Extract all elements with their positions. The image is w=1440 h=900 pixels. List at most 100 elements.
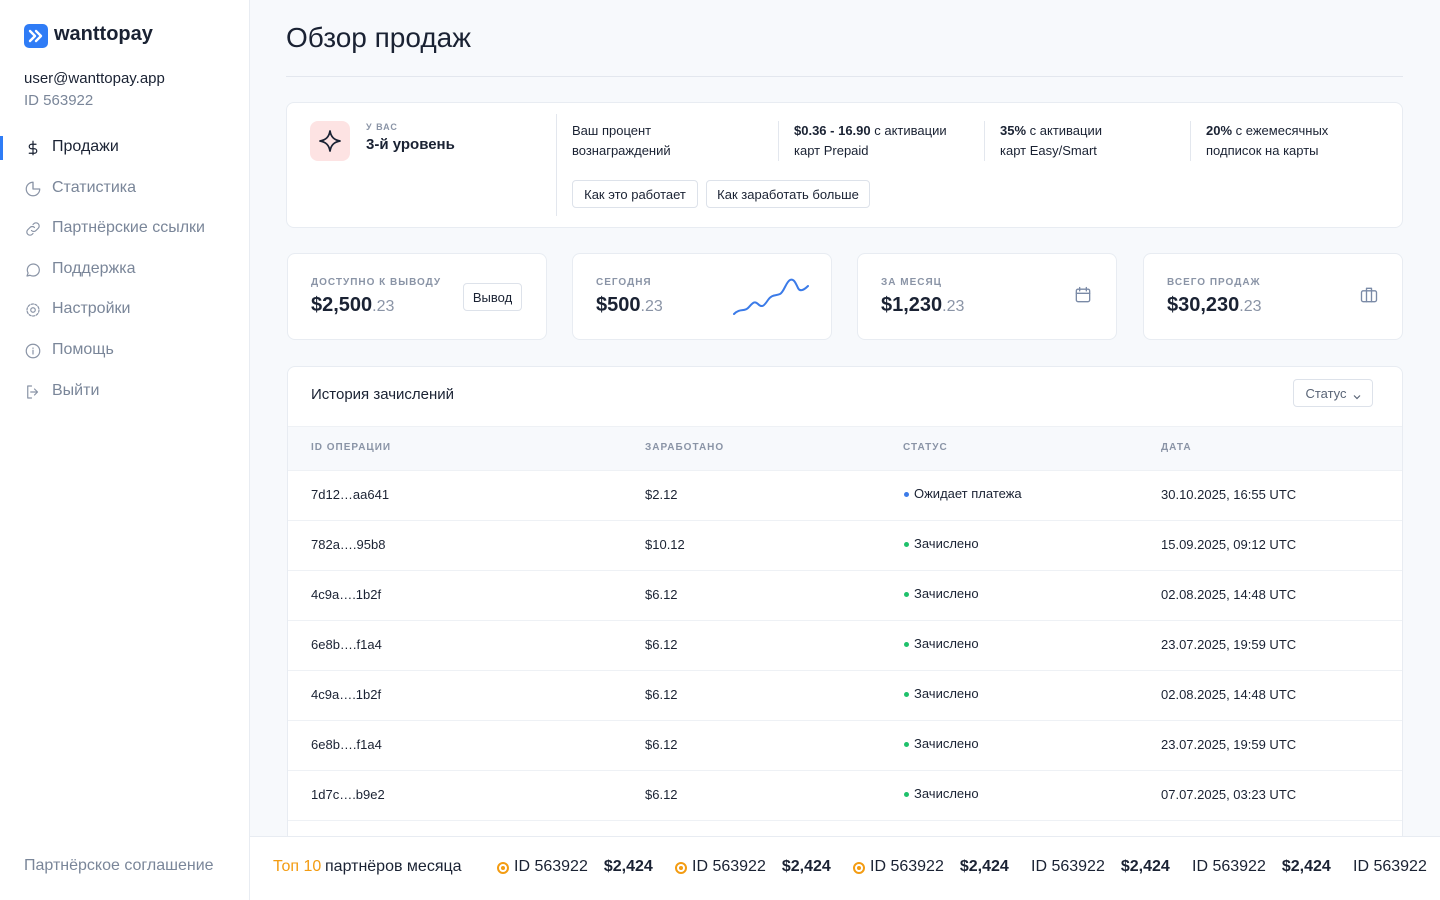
level-value: 3-й уровень — [366, 136, 455, 153]
v-divider — [556, 114, 557, 216]
ticker-entry: ID 563922 $2,424 — [497, 858, 653, 876]
divider — [286, 76, 1403, 77]
footer-link[interactable]: Партнёрское соглашение — [24, 857, 214, 874]
user-id: ID 563922 — [24, 92, 94, 109]
stat-label: СЕГОДНЯ — [596, 277, 652, 288]
stat-cents: .23 — [942, 298, 965, 315]
op-id: 6e8b….f1a4 — [311, 637, 382, 652]
info-button[interactable]: Как заработать больше — [706, 180, 870, 208]
reward-amount: 35% — [1000, 123, 1027, 138]
op-id: 7d12…aa641 — [311, 487, 390, 502]
level-icon — [310, 121, 350, 161]
stat-card — [1143, 253, 1403, 340]
date: 30.10.2025, 16:55 UTC — [1161, 487, 1297, 502]
nav-icon — [24, 342, 42, 360]
row-border — [288, 720, 1402, 721]
reward-amount: $0.36 - 16.90 — [794, 123, 871, 138]
chevron — [1353, 389, 1361, 400]
row-border — [288, 520, 1402, 521]
page-title: Обзор продаж — [286, 22, 471, 53]
status-dot — [904, 542, 909, 547]
ticker-amount: $2,424 — [603, 858, 653, 875]
stat-amount: $2,500.23 — [311, 294, 394, 317]
nav-icon — [24, 180, 42, 198]
op-id: 782a….95b8 — [311, 537, 386, 552]
rewards-intro: Ваш процент вознаграждений — [572, 123, 671, 158]
nav-item[interactable]: Партнёрские ссылки — [52, 219, 205, 237]
status: Зачислено — [914, 586, 979, 601]
nav-active-bar — [0, 136, 3, 160]
v-divider — [1190, 121, 1191, 161]
date: 07.07.2025, 03:23 UTC — [1161, 787, 1297, 802]
nav-icon — [24, 220, 42, 238]
column-header: СТАТУС — [903, 442, 948, 453]
reward: 35% с активации карт Easy/Smart — [1000, 121, 1130, 161]
sidebar — [0, 0, 250, 900]
stat-icon — [1359, 285, 1379, 305]
ticker-bar — [250, 836, 1440, 900]
nav-icon — [24, 139, 42, 157]
status-dot — [904, 792, 909, 797]
row-border — [288, 820, 1402, 821]
stat-label: ВСЕГО ПРОДАЖ — [1167, 277, 1261, 288]
reward: 20% с ежемесячных подписок на карты — [1206, 121, 1346, 161]
date: 23.07.2025, 19:59 UTC — [1161, 637, 1297, 652]
nav-item[interactable]: Продажи — [52, 138, 119, 155]
stat-label: ДОСТУПНО К ВЫВОДУ — [311, 277, 442, 288]
row-border — [288, 570, 1402, 571]
earned: $6.12 — [645, 687, 678, 702]
nav-item[interactable]: Настройки — [52, 300, 131, 318]
status-dot — [904, 492, 909, 497]
reward-text: с активации карт Easy/Smart — [1000, 123, 1103, 158]
info-button[interactable]: Как это работает — [572, 180, 698, 208]
column-header: ДАТА — [1161, 442, 1192, 453]
ticker-id: ID 563922 — [1031, 858, 1105, 875]
stat-icon — [1073, 285, 1093, 305]
stat-main: $500 — [596, 294, 641, 316]
level-label: У ВАС — [366, 122, 398, 132]
ticker-id: ID 563922 — [870, 858, 944, 875]
nav-item[interactable]: Выйти — [52, 381, 100, 399]
nav-item[interactable]: Поддержка — [52, 259, 136, 277]
status: Зачислено — [914, 686, 979, 701]
row-border — [288, 470, 1402, 471]
stat-cents: .23 — [640, 298, 663, 315]
ticker-id: ID 563922 — [514, 858, 588, 875]
ticker-title: партнёров месяца — [325, 858, 462, 875]
status: Ожидает платежа — [914, 486, 1022, 501]
reward-text: с ежемесячных подписок на карты — [1206, 123, 1329, 158]
nav-item[interactable]: Статистика — [52, 178, 137, 196]
stat-main: $2,500 — [311, 294, 373, 316]
table-title: История зачислений — [311, 386, 455, 403]
date: 02.08.2025, 14:48 UTC — [1161, 687, 1297, 702]
user-email: user@wanttopay.app — [24, 70, 165, 87]
v-divider — [984, 121, 985, 161]
status-filter[interactable]: Статус — [1293, 379, 1373, 407]
status: Зачислено — [914, 536, 979, 551]
stat-amount: $1,230.23 — [881, 294, 964, 317]
earned: $6.12 — [645, 737, 678, 752]
v-divider — [778, 121, 779, 161]
filter-text: Статус — [1305, 385, 1347, 401]
status-dot — [904, 642, 909, 647]
star-icon — [675, 861, 687, 874]
column-header: ЗАРАБОТАНО — [645, 442, 725, 453]
date: 15.09.2025, 09:12 UTC — [1161, 537, 1297, 552]
reward-text: с активации карт Prepaid — [794, 123, 947, 158]
column-header: ID ОПЕРАЦИИ — [311, 442, 392, 453]
row-border — [288, 770, 1402, 771]
ticker-id: ID 563922 — [1192, 858, 1266, 875]
stat-cents: .23 — [1239, 298, 1262, 315]
ticker-amount: $2,424 — [781, 858, 831, 875]
stat-label: ЗА МЕСЯЦ — [881, 277, 942, 288]
sparkline — [732, 276, 810, 316]
earned: $6.12 — [645, 637, 678, 652]
nav-item[interactable]: Помощь — [52, 341, 114, 358]
nav-icon — [24, 261, 42, 279]
stat-amount: $30,230.23 — [1167, 294, 1262, 317]
logo-icon — [24, 24, 48, 48]
withdraw-button[interactable]: Вывод — [463, 283, 522, 311]
ticker-entry: ID 563922 $2,424 — [853, 858, 1009, 876]
stat-amount: $500.23 — [596, 294, 663, 317]
